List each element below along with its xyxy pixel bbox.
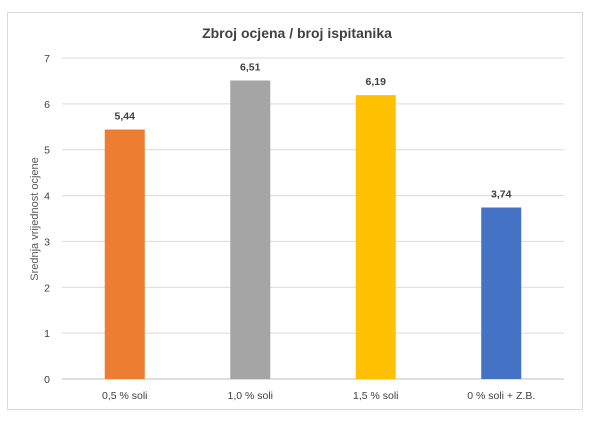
y-axis-ticks: 0 1 2 3 4 5 6 7 bbox=[44, 53, 50, 386]
y-tick-label: 4 bbox=[44, 191, 50, 203]
y-tick-label: 7 bbox=[44, 53, 50, 65]
gridlines bbox=[62, 57, 564, 380]
y-tick-label: 2 bbox=[44, 282, 50, 294]
y-tick-label: 6 bbox=[44, 99, 50, 111]
x-axis-ticks: 0,5 % soli 1,0 % soli 1,5 % soli 0 % soli +… bbox=[102, 390, 535, 402]
data-label: 6,19 bbox=[366, 76, 387, 88]
bar bbox=[104, 129, 145, 379]
bar bbox=[355, 95, 396, 379]
y-tick-label: 3 bbox=[44, 236, 50, 248]
y-axis-label: Srednja vrijednost ocjene bbox=[29, 157, 41, 281]
bar bbox=[230, 80, 271, 379]
x-tick-label: 1,5 % soli bbox=[353, 390, 399, 402]
chart-title: Zbroj ocjena / broj ispitanika bbox=[202, 25, 392, 41]
y-tick-label: 5 bbox=[44, 145, 50, 157]
data-label: 6,51 bbox=[240, 61, 261, 73]
bars bbox=[104, 80, 522, 379]
x-tick-label: 0 % soli + Z.B. bbox=[467, 390, 535, 402]
data-labels: 5,44 6,51 6,19 3,74 bbox=[115, 61, 512, 200]
data-label: 3,74 bbox=[491, 188, 512, 200]
x-tick-label: 1,0 % soli bbox=[227, 390, 273, 402]
bar bbox=[481, 207, 522, 379]
y-tick-label: 0 bbox=[44, 374, 50, 386]
data-label: 5,44 bbox=[115, 111, 136, 123]
y-tick-label: 1 bbox=[44, 328, 50, 340]
x-tick-label: 0,5 % soli bbox=[102, 390, 148, 402]
